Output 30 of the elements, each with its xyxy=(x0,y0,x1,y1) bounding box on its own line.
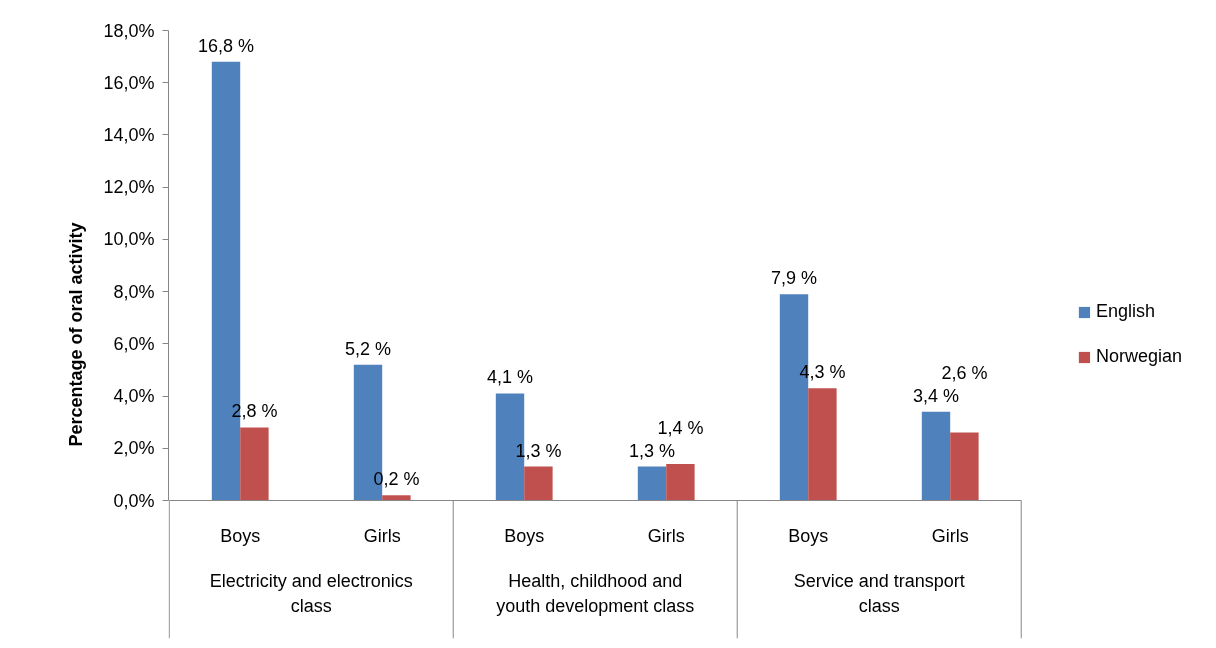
y-tick-label: 0,0% xyxy=(113,490,155,511)
y-tick-label: 8,0% xyxy=(113,281,155,302)
x-tick-label: Girls xyxy=(931,525,969,546)
x-tick-label: Girls xyxy=(647,525,685,546)
data-label: 3,4 % xyxy=(913,385,960,406)
y-tick-label: 4,0% xyxy=(113,386,155,407)
y-tick-label: 18,0% xyxy=(103,20,155,41)
x-tick-label: Boys xyxy=(504,525,545,546)
text: Service and transport class xyxy=(793,570,965,616)
data-label: 16,8 % xyxy=(197,35,255,56)
data-label: 4,1 % xyxy=(487,367,534,388)
x-tick-label: Boys xyxy=(220,525,261,546)
data-label: 1,4 % xyxy=(657,417,704,438)
data-label: 5,2 % xyxy=(345,338,392,359)
y-tick-label: 16,0% xyxy=(103,72,155,93)
data-label: 1,3 % xyxy=(629,440,676,461)
x-tick-label: Girls xyxy=(363,525,401,546)
y-tick-label: 6,0% xyxy=(113,333,155,354)
data-label: 7,9 % xyxy=(771,268,818,289)
y-tick-label: 12,0% xyxy=(103,177,155,198)
y-tick-label: 14,0% xyxy=(103,124,155,145)
legend-label: English xyxy=(1095,301,1155,322)
y-tick-label: 10,0% xyxy=(103,229,155,250)
text: Electricity and electronics class xyxy=(209,570,413,616)
y-tick-label: 2,0% xyxy=(113,438,155,459)
x-tick-label: Boys xyxy=(788,525,829,546)
data-label: 2,6 % xyxy=(941,363,988,384)
legend-label: Norwegian xyxy=(1095,346,1182,367)
y-axis-title: Percentage of oral activity xyxy=(66,222,87,447)
text: Health, childhood and youth development class xyxy=(496,570,695,616)
